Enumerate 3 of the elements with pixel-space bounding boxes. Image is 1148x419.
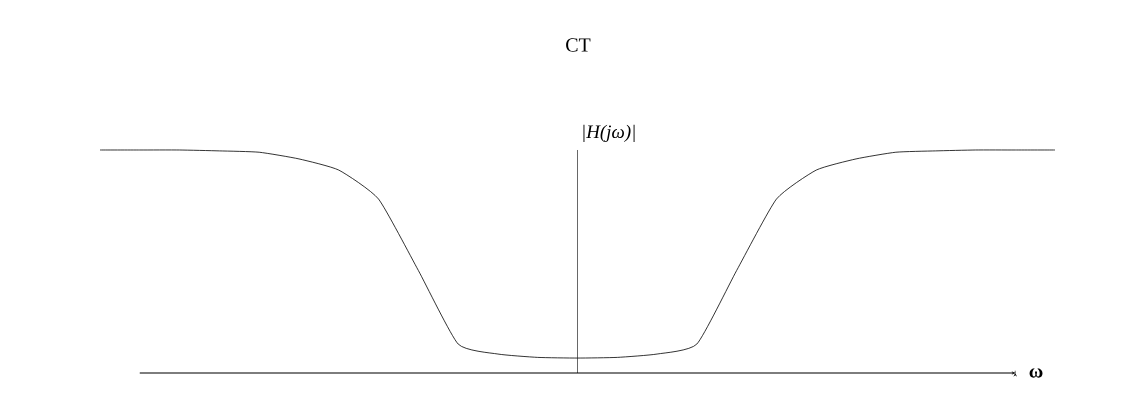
chart-title: CT bbox=[566, 38, 591, 52]
y-axis-title: |H(jω)| bbox=[583, 124, 635, 143]
x-axis-title: ω bbox=[1029, 368, 1043, 378]
